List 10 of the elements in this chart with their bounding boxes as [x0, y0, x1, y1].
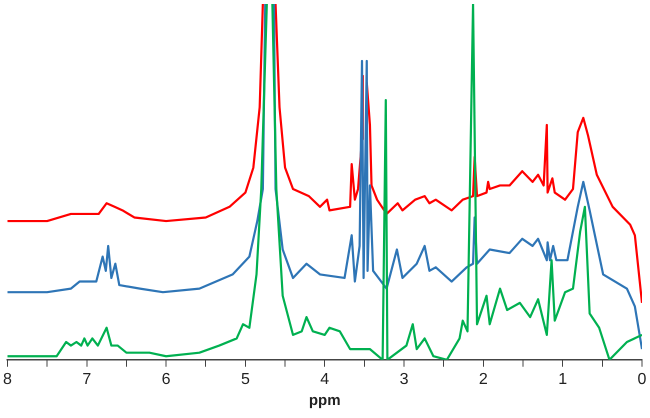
x-tick-label: 4	[320, 370, 330, 388]
x-axis-title: ppm	[308, 392, 341, 410]
x-tick-label: 2	[478, 370, 488, 388]
x-tick-label: 0	[638, 370, 647, 388]
x-tick-label: 3	[400, 370, 409, 388]
x-tick-label: 8	[2, 370, 12, 388]
x-tick-label: 6	[162, 370, 171, 388]
x-tick-label: 5	[240, 370, 250, 388]
x-tick-label: 1	[558, 370, 568, 388]
x-tick-label: 7	[82, 370, 92, 388]
